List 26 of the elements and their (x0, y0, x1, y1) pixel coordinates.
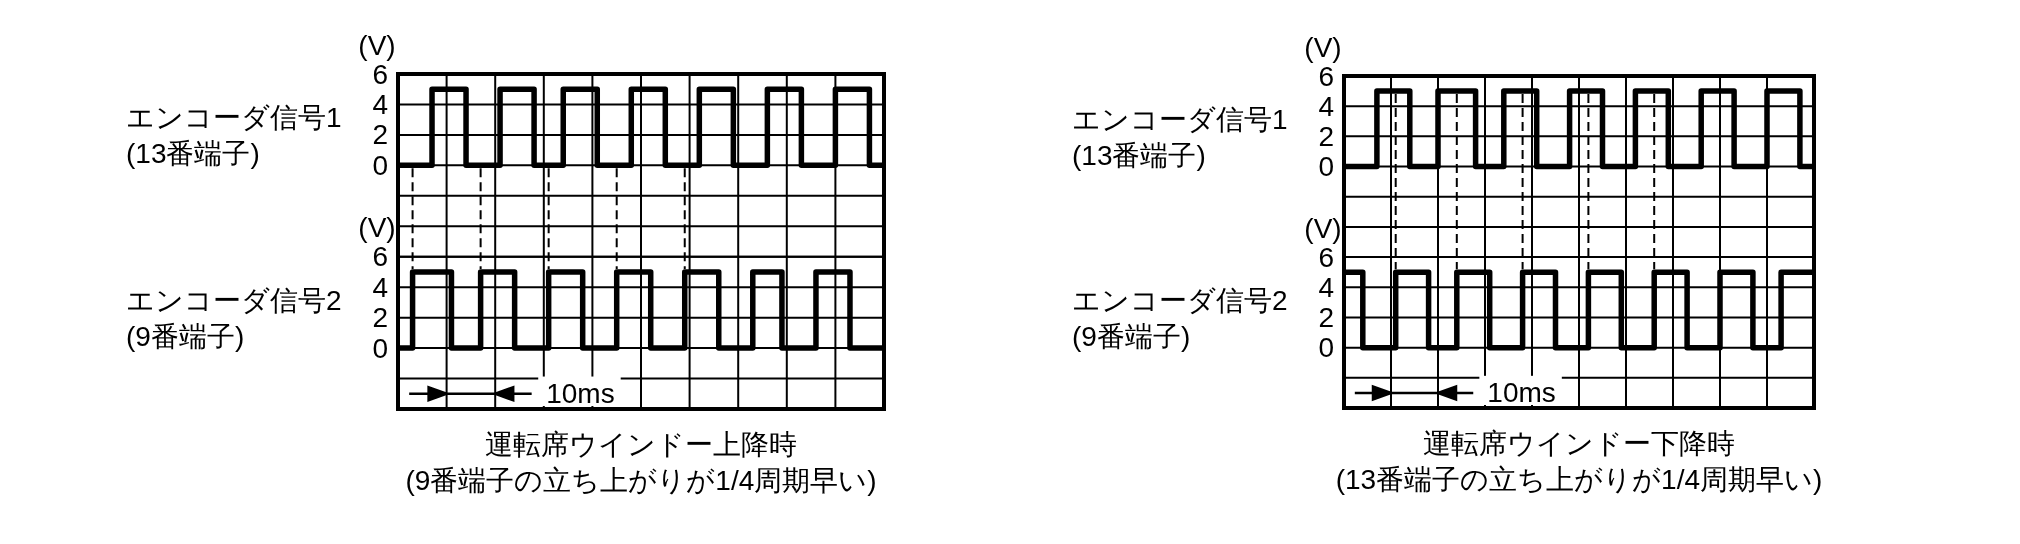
y-tick-label: 4 (372, 271, 388, 303)
y-tick-label: 4 (372, 88, 388, 120)
y-tick-label: 2 (1318, 301, 1334, 333)
text: 運転席ウインドー上降時 (485, 428, 797, 460)
y-tick-label: 2 (372, 119, 388, 151)
text: エンコーダ信号2 (9番端子) (1072, 284, 1288, 352)
y-tick-label: 0 (1318, 332, 1334, 364)
annotation: 10ms (1487, 377, 1556, 409)
text: エンコーダ信号2 (9番端子) (126, 284, 342, 352)
y-axis-title: (V) (358, 29, 396, 61)
y-tick-label: 2 (372, 302, 388, 334)
y-tick-label: 0 (372, 332, 388, 364)
annotation: 10ms (546, 378, 615, 410)
text: 運転席ウインドー下降時 (1423, 427, 1735, 459)
y-tick-label: 4 (1318, 90, 1334, 122)
y-tick-label: 4 (1318, 271, 1334, 303)
y-tick-label: 0 (372, 149, 388, 181)
y-axis-title: (V) (1304, 31, 1342, 63)
y-axis-title: (V) (358, 212, 396, 244)
y-axis-title: (V) (1304, 212, 1342, 244)
text: (13番端子の立ち上がりが1/4周期早い) (1335, 463, 1823, 495)
text: エンコーダ信号1 (13番端子) (1072, 103, 1288, 171)
y-tick-label: 2 (1318, 120, 1334, 152)
y-tick-label: 0 (1318, 151, 1334, 183)
text: エンコーダ信号1 (13番端子) (126, 101, 342, 169)
text: (9番端子の立ち上がりが1/4周期早い) (405, 464, 877, 496)
